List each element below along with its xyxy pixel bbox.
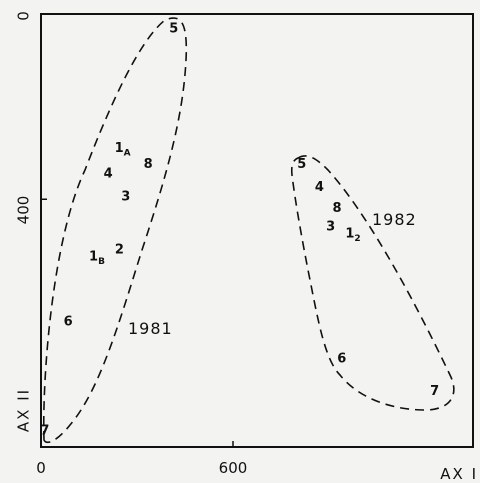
y-axis-title: AX II	[15, 388, 33, 432]
point-1982-1: 4	[315, 180, 324, 195]
point-subscript: B	[98, 257, 105, 267]
hull-1982	[290, 155, 455, 411]
point-1981-0: 5	[169, 21, 178, 36]
point-1982-2: 8	[332, 201, 341, 216]
point-1981-2: 8	[144, 157, 153, 172]
tick-marks	[40, 13, 234, 447]
point-1981-1: 1A	[115, 141, 131, 158]
x-tick-label-600: 600	[219, 459, 248, 477]
point-1981-8: 7	[40, 423, 49, 438]
x-axis: 0 600 AX I	[36, 459, 478, 483]
x-axis-title: AX I	[440, 465, 478, 483]
point-1981-5: 1B	[89, 250, 105, 267]
point-1982-5: 6	[337, 352, 346, 367]
point-1981-4: 3	[121, 189, 130, 204]
y-tick-label-0: 0	[15, 11, 33, 21]
point-1982-0: 5	[297, 157, 306, 172]
group-label-1981: 1981	[128, 319, 173, 338]
point-1982-4: 12	[345, 226, 360, 243]
hull-1981	[42, 17, 188, 444]
y-axis: 0 400 AX II	[15, 11, 33, 432]
point-1982-3: 3	[326, 220, 335, 235]
x-tick-label-0: 0	[36, 459, 46, 477]
point-subscript: 2	[354, 233, 360, 243]
point-subscript: A	[124, 148, 131, 158]
y-tick-label-400: 400	[15, 196, 33, 225]
point-1981-3: 4	[104, 166, 113, 181]
point-1982-6: 7	[430, 384, 439, 399]
plot-frame	[40, 13, 474, 448]
point-1981-6: 2	[115, 243, 124, 258]
group-label-1982: 1982	[372, 210, 417, 229]
point-1981-7: 6	[64, 314, 73, 329]
